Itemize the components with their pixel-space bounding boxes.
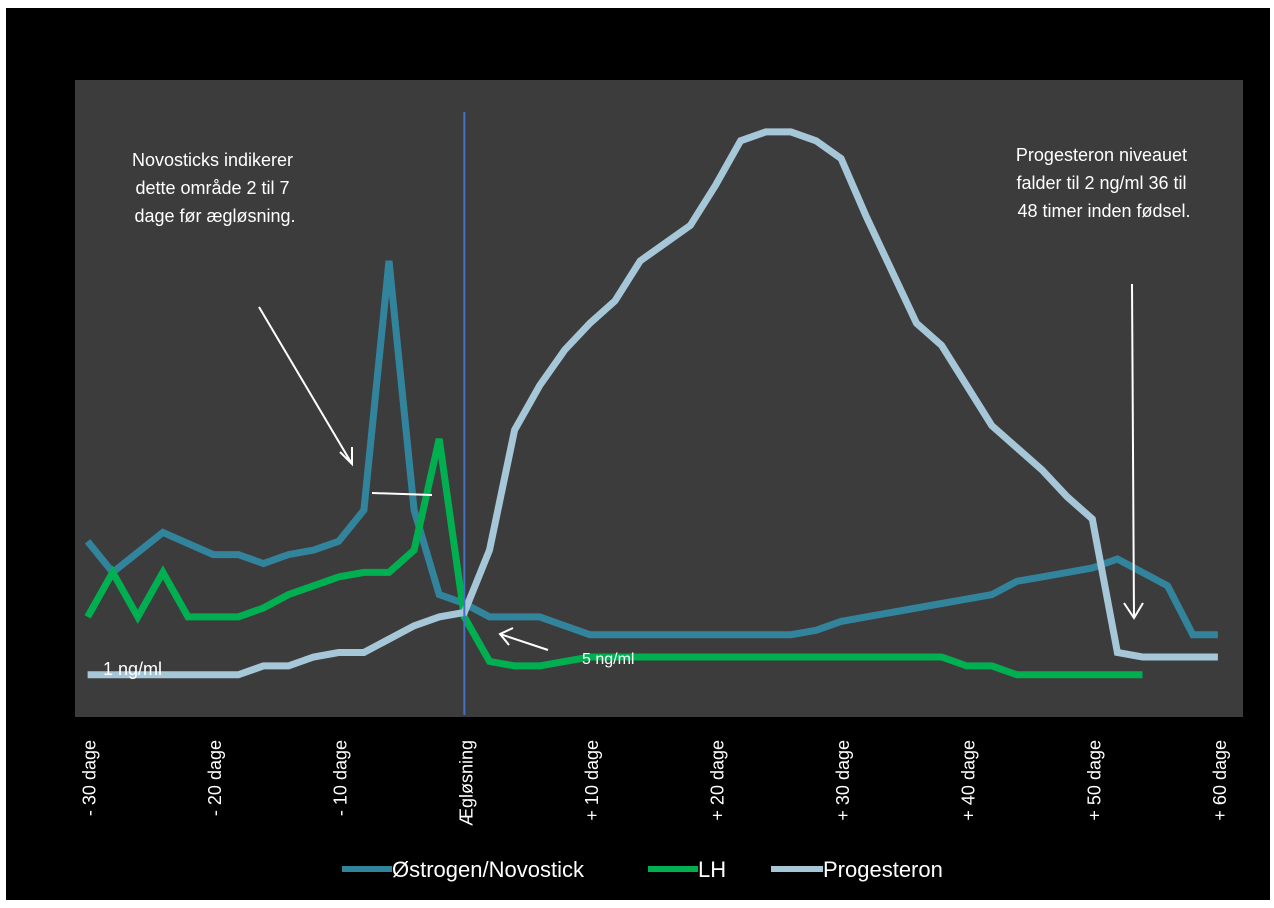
x-tick-label: + 20 dage <box>708 740 728 821</box>
progesteron-arrow <box>1123 283 1144 620</box>
legend-label: Progesteron <box>823 857 943 882</box>
legend: Østrogen/Novostick LH Progesteron <box>342 857 943 882</box>
x-tick-label: + 50 dage <box>1084 740 1104 821</box>
plot-area <box>75 80 1243 717</box>
x-tick-label: + 30 dage <box>833 740 853 821</box>
novosticks-arrow <box>258 306 353 467</box>
x-tick-label: + 40 dage <box>959 740 979 821</box>
x-tick-label: + 60 dage <box>1210 740 1230 821</box>
progesteron-note-line: falder til 2 ng/ml 36 til <box>1016 173 1186 193</box>
series-line--strogen-novostick <box>84 260 1218 639</box>
progesteron-note-line: Progesteron niveauet <box>1016 145 1187 165</box>
legend-label: LH <box>698 857 726 882</box>
progesteron-note-line: 48 timer inden fødsel. <box>1017 201 1190 221</box>
x-tick-label: - 30 dage <box>80 740 100 816</box>
series-layer <box>84 128 1218 679</box>
novosticks-note: Novosticks indikerer dette område 2 til … <box>132 150 298 226</box>
novosticks-note-line: dette område 2 til 7 <box>135 178 289 198</box>
x-tick-label: + 10 dage <box>582 740 602 821</box>
novosticks-note-line: Novosticks indikerer <box>132 150 293 170</box>
x-tick-label: - 10 dage <box>331 740 351 816</box>
novosticks-range-marker <box>371 492 433 496</box>
progesteron-note: Progesteron niveauet falder til 2 ng/ml … <box>1016 145 1192 221</box>
ovulation-arrow <box>498 627 549 651</box>
x-axis: - 30 dage - 20 dage - 10 dage Ægløsning + 10… <box>80 740 1230 826</box>
x-tick-label: Ægløsning <box>456 740 476 826</box>
novosticks-note-line: dage før ægløsning. <box>134 206 295 226</box>
x-tick-label: - 20 dage <box>205 740 225 816</box>
label-1-ng-ml: 1 ng/ml <box>103 659 162 679</box>
label-5-ng-ml: 5 ng/ml <box>582 651 634 668</box>
legend-label: Østrogen/Novostick <box>392 857 585 882</box>
series-line-progesteron <box>87 128 1218 679</box>
annotation-layer: Novosticks indikerer dette område 2 til … <box>103 145 1192 679</box>
series-line-lh <box>84 438 1143 679</box>
